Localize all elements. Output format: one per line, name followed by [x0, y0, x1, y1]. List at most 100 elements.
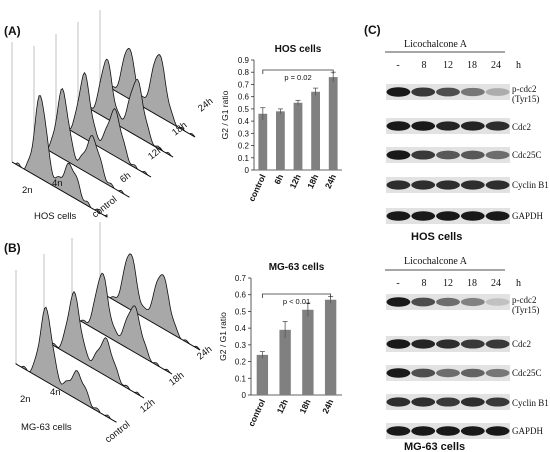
y-tick-label: 0.7 [235, 274, 247, 283]
histogram-trace [99, 47, 196, 138]
histogram-baseline [77, 101, 174, 158]
panel-label-c: (C) [364, 23, 381, 37]
histogram-trace [99, 253, 201, 351]
blot-band [460, 180, 485, 190]
bar [258, 113, 268, 170]
blot-band [460, 297, 485, 307]
histogram-baseline [55, 121, 152, 178]
histogram-baseline [99, 291, 201, 351]
time-unit-label: h [516, 278, 521, 289]
y-tick-label: 0.3 [235, 341, 247, 350]
y-tick-label: 0.2 [235, 358, 247, 367]
histogram-sample-label: 24h [195, 344, 214, 362]
protein-label: p-cdc2 [512, 84, 537, 94]
x-tick-label: control [246, 398, 267, 428]
lane-label: 8 [422, 60, 427, 71]
histogram-baseline [99, 81, 196, 138]
bar [256, 354, 269, 395]
chart-title: HOS cells [275, 44, 322, 55]
blot-band [485, 339, 510, 349]
blot-band [386, 339, 411, 349]
lane-label: 12 [443, 60, 453, 71]
y-tick-label: 0.1 [235, 374, 247, 383]
histogram-trace [71, 272, 173, 375]
histogram-trace [77, 58, 174, 158]
y-tick-label: 0.2 [238, 142, 250, 151]
blot-band [386, 121, 411, 131]
x-tick-label: 6h [272, 173, 285, 186]
histogram-baseline [43, 339, 145, 399]
blot-band [485, 298, 510, 306]
histogram-sample-label: 12h [138, 397, 157, 415]
blot-band [436, 180, 460, 190]
lane-label: - [396, 60, 399, 71]
histogram-sample-label: 24h [196, 96, 215, 114]
histogram-baseline [15, 363, 117, 423]
blot-band [411, 297, 436, 307]
blot-band [485, 88, 510, 96]
time-unit-label: h [516, 60, 521, 71]
blot-band [386, 150, 411, 160]
blot-band [386, 397, 411, 407]
x-tick-label: 12h [275, 398, 290, 416]
blot-band [485, 180, 510, 190]
dna-label-2n: 2n [20, 394, 31, 405]
treatment-label: Licochalcone A [404, 256, 468, 267]
y-tick-label: 0.6 [235, 291, 247, 300]
bar-chart-hos: 0 0.1 0.2 0.3 0.4 0.5 0.6 0.7 0.8 0.9 control 6h 12h… [220, 44, 342, 203]
blot-band [436, 150, 460, 160]
p-value-annotation: p = 0.02 [284, 73, 311, 82]
blot-band [460, 368, 485, 378]
x-tick-label: 24h [320, 398, 335, 416]
blot-band [436, 297, 460, 307]
lane-label: - [396, 278, 399, 289]
blot-band [411, 150, 436, 160]
blot-band [411, 368, 436, 378]
x-tick-label: control [246, 173, 267, 203]
bar [279, 329, 291, 395]
blot-band [485, 121, 510, 131]
western-blot-hos [386, 84, 510, 224]
histogram-sample-label: control [90, 194, 119, 220]
histogram-sample-label: 6h [118, 170, 133, 185]
dna-label-4n: 4n [50, 387, 61, 398]
y-tick-label: 0.5 [238, 105, 250, 114]
protein-label: Cyclin B1 [512, 398, 549, 408]
lane-label: 8 [422, 278, 427, 289]
panel-label-b: (B) [4, 241, 21, 255]
y-tick-label: 0.4 [238, 117, 250, 126]
blot-band [436, 121, 460, 131]
blot-band [436, 397, 460, 407]
blot-band [411, 426, 436, 436]
protein-label: Cdc2 [512, 122, 531, 132]
protein-label: Cdc25C [512, 368, 542, 378]
blot-band [485, 211, 510, 221]
x-tick-label: 18h [305, 173, 320, 191]
y-tick-label: 0 [245, 166, 250, 175]
blot-band [411, 180, 436, 190]
blot-band [460, 121, 485, 131]
blot-band [411, 87, 436, 97]
blot-cell-line-label: MG-63 cells [404, 441, 465, 452]
bar [324, 299, 337, 395]
lane-label: 24 [491, 278, 501, 289]
histogram-sample-label: 12h [146, 144, 165, 162]
blot-band [485, 368, 510, 378]
significance-bracket [262, 69, 334, 74]
western-blot-mg63 [386, 294, 510, 439]
blot-band [386, 211, 411, 221]
protein-label: Cdc25C [512, 150, 542, 160]
y-tick-label: 0.9 [238, 56, 250, 65]
cell-cycle-histogram-hos [11, 10, 196, 218]
blot-band [386, 426, 411, 436]
histogram-baseline [11, 161, 108, 218]
blot-band [386, 87, 411, 97]
blot-band [485, 150, 510, 160]
histogram-cell-line-label: MG-63 cells [21, 422, 72, 433]
significance-bracket [261, 293, 332, 298]
lane-label: 24 [491, 60, 501, 71]
blot-band [460, 397, 485, 407]
y-tick-label: 0.3 [238, 129, 250, 138]
blot-band [436, 368, 460, 378]
